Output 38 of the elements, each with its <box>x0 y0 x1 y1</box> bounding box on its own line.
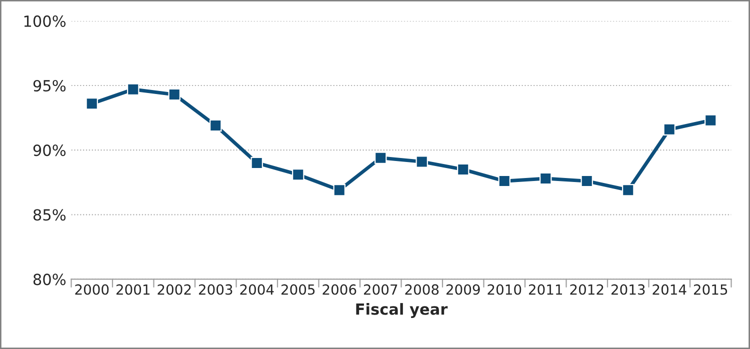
point <box>210 119 222 132</box>
x-tick-label: 2009 <box>446 284 480 295</box>
point <box>374 152 387 164</box>
point <box>704 114 717 126</box>
y-tick-label: 80% <box>33 274 66 286</box>
y-tick-label: 85% <box>33 209 66 221</box>
y-tick-label: 90% <box>33 144 66 156</box>
point <box>292 168 304 181</box>
point <box>333 184 346 196</box>
point <box>168 88 180 101</box>
x-tick-label: 2007 <box>364 284 398 295</box>
point <box>663 123 676 136</box>
x-tick-label: 2008 <box>405 284 439 295</box>
point <box>457 163 470 176</box>
x-axis-title: Fiscal year <box>356 303 448 318</box>
point <box>416 156 428 168</box>
x-tick-label: 2012 <box>570 284 604 295</box>
x-tick-label: 2004 <box>240 284 274 295</box>
point <box>540 172 552 185</box>
x-tick-label: 2003 <box>198 284 232 295</box>
x-tick-label: 2002 <box>158 284 191 295</box>
point <box>127 83 140 96</box>
y-tick-label: 95% <box>33 80 66 92</box>
x-tick-label: 2005 <box>281 284 315 295</box>
x-tick-label: 2011 <box>528 284 562 295</box>
point <box>250 156 263 170</box>
y-tick-label: 100% <box>24 15 66 27</box>
point <box>622 184 634 196</box>
x-tick-label: 2010 <box>488 284 522 295</box>
x-tick-label: 2015 <box>694 284 728 295</box>
x-tick-label: 2000 <box>75 284 109 295</box>
point <box>86 97 98 110</box>
x-tick-label: 2006 <box>322 284 356 295</box>
point <box>498 174 510 188</box>
point <box>580 174 593 188</box>
x-tick-label: 2013 <box>611 284 645 295</box>
x-tick-label: 2014 <box>652 284 686 295</box>
x-tick-label: 2001 <box>116 284 150 295</box>
